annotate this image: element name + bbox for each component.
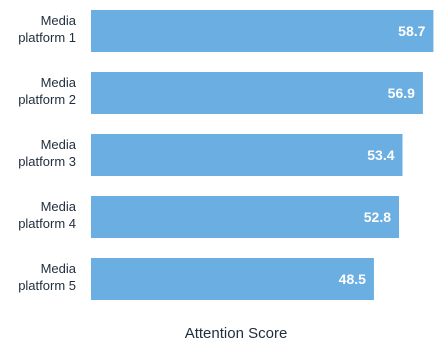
category-label: Media platform 2 [18, 75, 77, 107]
bar [91, 10, 434, 52]
bar [91, 134, 403, 176]
category-labels-group: Media platform 1 Media platform 2 Media platf… [18, 13, 77, 293]
bar [91, 196, 399, 238]
data-label: 52.8 [364, 209, 391, 225]
category-label: Media platform 1 [18, 13, 77, 45]
bar [91, 72, 423, 114]
value-labels-group: 58.7 56.9 53.4 52.8 48.5 [339, 23, 426, 287]
x-axis-title: Attention Score [185, 325, 288, 339]
category-label: Media platform 3 [18, 137, 77, 169]
data-label: 48.5 [339, 271, 366, 287]
data-label: 53.4 [367, 147, 394, 163]
bars-group [91, 10, 434, 300]
data-label: 56.9 [388, 85, 415, 101]
category-label: Media platform 4 [18, 199, 77, 231]
data-label: 58.7 [398, 23, 425, 39]
category-label: Media platform 5 [18, 261, 77, 293]
bar [91, 258, 374, 300]
